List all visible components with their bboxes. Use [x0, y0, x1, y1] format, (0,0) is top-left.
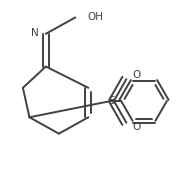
Text: S: S: [108, 96, 115, 106]
Text: N: N: [31, 28, 39, 38]
Text: O: O: [132, 122, 141, 132]
Text: OH: OH: [87, 13, 104, 22]
Text: O: O: [132, 70, 141, 80]
